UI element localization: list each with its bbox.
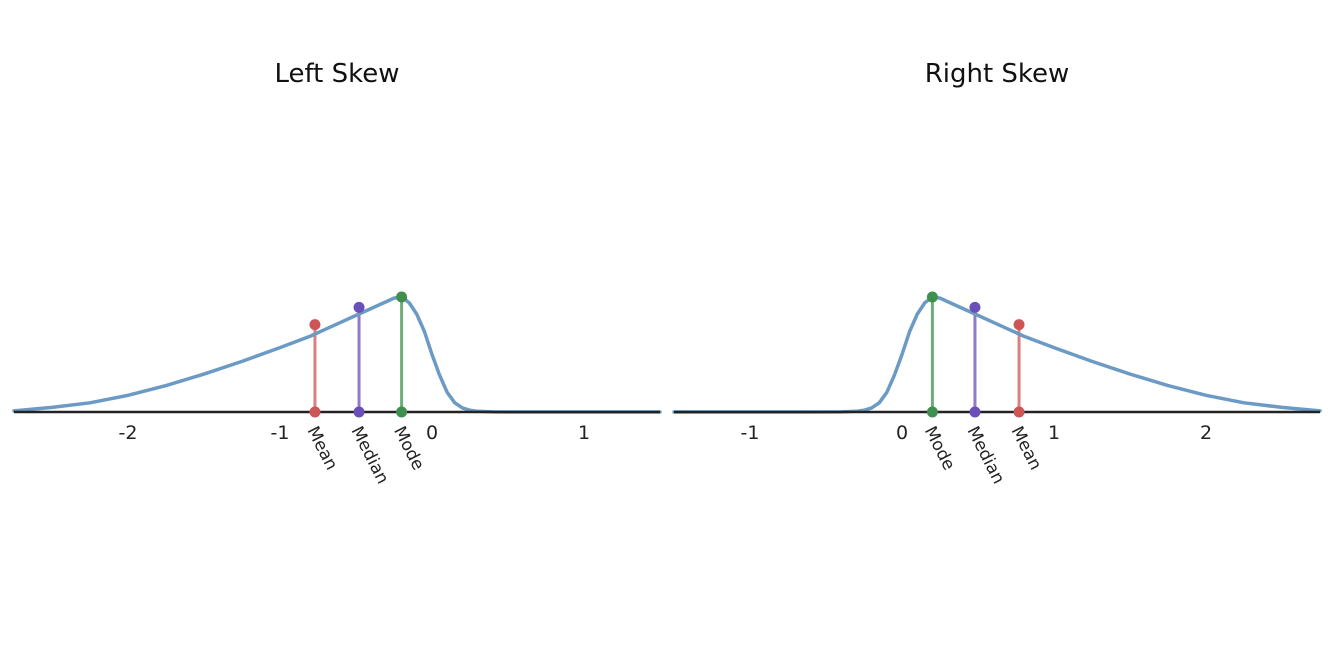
- mode-axis-point: [396, 406, 408, 418]
- mode-axis-point: [926, 406, 938, 418]
- mean-label: Mean: [1007, 423, 1046, 473]
- median-axis-point: [353, 406, 365, 418]
- right-skew-title: Right Skew: [925, 59, 1070, 89]
- median-label: Median: [963, 423, 1009, 487]
- mode-label: Mode: [920, 423, 959, 473]
- mean-point: [309, 319, 321, 331]
- median-point: [969, 301, 981, 313]
- mean-label: Mean: [303, 423, 342, 473]
- x-tick-label: 0: [896, 422, 908, 444]
- mode-label: Mode: [389, 423, 428, 473]
- x-tick-label: 1: [578, 422, 590, 444]
- left-skew-title: Left Skew: [274, 59, 399, 89]
- median-label: Median: [347, 423, 393, 487]
- x-tick-label: -1: [741, 422, 760, 444]
- mean-axis-point: [309, 406, 321, 418]
- x-tick-label: -1: [271, 422, 290, 444]
- median-axis-point: [969, 406, 981, 418]
- mean-axis-point: [1013, 406, 1025, 418]
- mode-point: [396, 291, 408, 303]
- mode-point: [926, 291, 938, 303]
- x-tick-label: 1: [1048, 422, 1060, 444]
- median-point: [353, 301, 365, 313]
- x-tick-label: 2: [1200, 422, 1212, 444]
- x-tick-label: -2: [119, 422, 138, 444]
- mean-point: [1013, 319, 1025, 331]
- x-tick-label: 0: [426, 422, 438, 444]
- density-curve: [672, 295, 1322, 414]
- density-curve: [12, 295, 662, 414]
